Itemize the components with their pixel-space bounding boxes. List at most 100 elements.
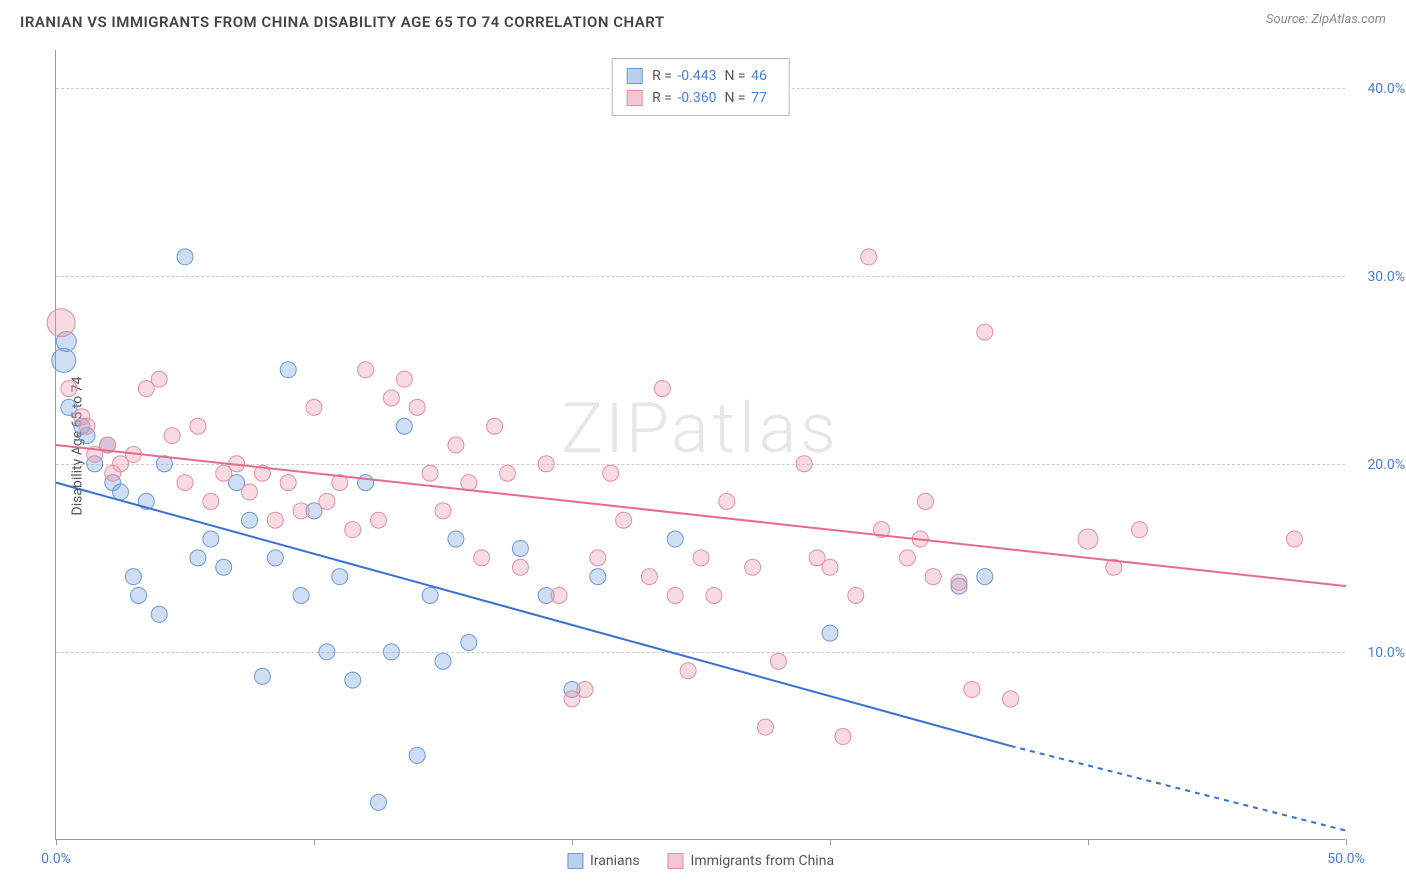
trend-line-extrapolated (1011, 746, 1346, 831)
stat-r-value: -0.443 (677, 68, 716, 84)
data-point (319, 493, 335, 509)
chart-container: IRANIAN VS IMMIGRANTS FROM CHINA DISABIL… (0, 0, 1406, 892)
data-point (538, 456, 554, 472)
data-point (151, 371, 167, 387)
legend-label: Immigrants from China (691, 853, 835, 869)
data-point (835, 729, 851, 745)
data-point (125, 569, 141, 585)
data-point (500, 465, 516, 481)
data-point (345, 672, 361, 688)
data-point (964, 682, 980, 698)
data-point (242, 512, 258, 528)
data-point (977, 569, 993, 585)
data-point (409, 399, 425, 415)
data-point (203, 493, 219, 509)
legend-swatch (626, 90, 642, 106)
data-point (177, 475, 193, 491)
stat-r-label: R = (652, 90, 675, 106)
data-point (822, 625, 838, 641)
data-point (667, 531, 683, 547)
data-point (917, 493, 933, 509)
data-point (1003, 691, 1019, 707)
x-tick (572, 839, 573, 845)
data-point (448, 437, 464, 453)
data-point (461, 475, 477, 491)
stat-n-value: 46 (751, 68, 767, 84)
data-point (79, 418, 95, 434)
x-tick-label: 50.0% (1327, 851, 1365, 867)
data-point (216, 559, 232, 575)
plot-area: ZIPatlas 10.0%20.0%30.0%40.0% R = -0.443… (55, 50, 1345, 840)
data-point (487, 418, 503, 434)
stat-row: R = -0.443 N = 46 (626, 65, 775, 87)
stat-row: R = -0.360N = 77 (626, 87, 775, 109)
legend-swatch (668, 853, 684, 869)
data-point (177, 249, 193, 265)
data-point (706, 587, 722, 603)
chart-title: IRANIAN VS IMMIGRANTS FROM CHINA DISABIL… (20, 13, 665, 31)
data-point (113, 484, 129, 500)
legend-item: Iranians (567, 853, 640, 869)
data-point (977, 324, 993, 340)
data-point (641, 569, 657, 585)
y-tick-label: 30.0% (1350, 269, 1405, 285)
data-point (358, 475, 374, 491)
data-point (512, 559, 528, 575)
x-tick (830, 839, 831, 845)
data-point (848, 587, 864, 603)
x-tick (1346, 839, 1347, 845)
data-point (1286, 531, 1302, 547)
data-point (242, 484, 258, 500)
data-point (383, 390, 399, 406)
stat-r-value: -0.360 (677, 90, 716, 106)
correlation-stats-box: R = -0.443N = 46R = -0.360N = 77 (611, 58, 790, 116)
stat-n-label: N = (724, 90, 749, 106)
data-point (577, 682, 593, 698)
trend-line (56, 483, 1011, 746)
data-point (47, 309, 75, 337)
data-point (1078, 529, 1098, 549)
data-point (280, 362, 296, 378)
data-point (267, 550, 283, 566)
data-point (745, 559, 761, 575)
series-legend: Iranians Immigrants from China (567, 853, 834, 869)
stat-n-label: N = (724, 68, 749, 84)
data-point (512, 540, 528, 556)
data-point (680, 663, 696, 679)
title-bar: IRANIAN VS IMMIGRANTS FROM CHINA DISABIL… (20, 12, 1386, 42)
data-point (667, 587, 683, 603)
data-point (770, 653, 786, 669)
x-tick (1088, 839, 1089, 845)
data-point (422, 465, 438, 481)
data-point (435, 503, 451, 519)
data-point (319, 644, 335, 660)
data-point (61, 381, 77, 397)
source-attribution: Source: ZipAtlas.com (1266, 12, 1386, 27)
data-point (396, 371, 412, 387)
data-point (435, 653, 451, 669)
data-point (151, 606, 167, 622)
stat-r-label: R = (652, 68, 675, 84)
legend-label: Iranians (590, 853, 640, 869)
y-tick-label: 40.0% (1350, 81, 1405, 97)
data-point (52, 348, 76, 372)
data-point (332, 569, 348, 585)
data-point (461, 635, 477, 651)
data-point (371, 794, 387, 810)
data-point (951, 574, 967, 590)
data-point (719, 493, 735, 509)
data-point (280, 475, 296, 491)
data-point (616, 512, 632, 528)
data-point (861, 249, 877, 265)
chart-svg (56, 50, 1345, 839)
data-point (293, 503, 309, 519)
data-point (293, 587, 309, 603)
data-point (371, 512, 387, 528)
data-point (358, 362, 374, 378)
data-point (254, 668, 270, 684)
data-point (603, 465, 619, 481)
data-point (693, 550, 709, 566)
data-point (396, 418, 412, 434)
data-point (474, 550, 490, 566)
y-tick-label: 10.0% (1350, 645, 1405, 661)
